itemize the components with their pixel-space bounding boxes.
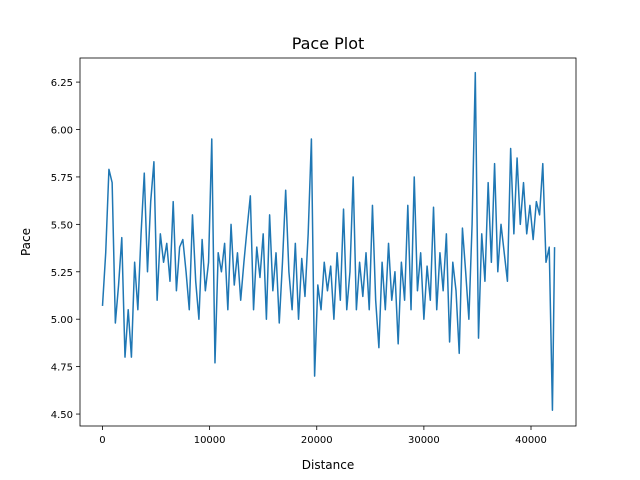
y-tick-label: 6.25 — [51, 78, 73, 89]
y-axis-label: Pace — [19, 228, 33, 256]
x-tick-label: 10000 — [194, 435, 226, 446]
chart-title: Pace Plot — [292, 34, 365, 53]
x-tick-label: 40000 — [515, 435, 547, 446]
y-tick-label: 4.75 — [51, 363, 73, 374]
y-tick-label: 5.25 — [51, 268, 73, 279]
x-axis-label: Distance — [302, 458, 354, 472]
x-tick-label: 30000 — [408, 435, 440, 446]
y-tick-label: 4.50 — [51, 410, 73, 421]
y-tick-label: 5.00 — [51, 315, 73, 326]
y-tick-label: 6.00 — [51, 126, 73, 137]
x-tick-label: 20000 — [301, 435, 333, 446]
data-line — [101, 71, 556, 412]
x-tick-label: 0 — [99, 435, 105, 446]
y-tick-label: 5.50 — [51, 220, 73, 231]
plot-frame — [79, 57, 577, 427]
y-tick-label: 5.75 — [51, 173, 73, 184]
